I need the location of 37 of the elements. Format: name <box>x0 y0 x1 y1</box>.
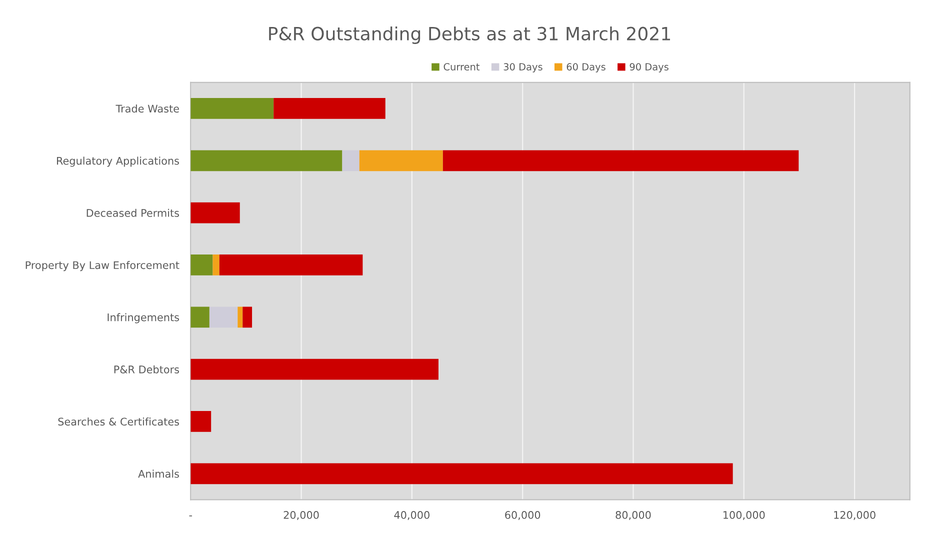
x-tick-label: 40,000 <box>394 511 430 520</box>
y-tick-label: Animals <box>138 470 179 478</box>
x-tick-label: 20,000 <box>284 511 319 520</box>
y-tick-label: Infringements <box>108 313 179 324</box>
y-tick-label: Deceased Permits <box>86 208 179 217</box>
y-tick-label: Searches & Certificates <box>58 418 179 426</box>
x-tick-label: 80,000 <box>616 511 651 520</box>
x-tick-label: 60,000 <box>505 511 540 520</box>
legend-label: Current <box>444 63 480 70</box>
y-tick-label: Trade Waste <box>116 104 179 113</box>
y-tick-label: Regulatory Applications <box>57 156 179 167</box>
bar <box>190 202 240 224</box>
chart-title: P&R Outstanding Debts as at 31 March 2021 <box>269 26 670 44</box>
bar <box>190 358 438 380</box>
bar <box>274 98 386 119</box>
bar <box>212 254 220 276</box>
bar <box>219 254 363 276</box>
bar <box>238 306 243 328</box>
bar <box>190 254 213 276</box>
bar <box>359 150 443 172</box>
bar <box>242 306 252 328</box>
bar <box>342 150 360 172</box>
x-tick-label: 120,000 <box>834 511 876 520</box>
bar <box>209 306 238 328</box>
bar <box>442 150 799 172</box>
legend-label: 90 Days <box>630 63 668 72</box>
x-tick-label: - <box>189 515 192 516</box>
legend-label: 30 Days <box>504 63 542 72</box>
legend-label: 60 Days <box>566 63 606 72</box>
x-tick-label: 100,000 <box>724 511 765 520</box>
bar <box>190 306 210 328</box>
bar <box>190 98 274 119</box>
bar <box>190 463 733 484</box>
bar <box>190 411 212 432</box>
y-tick-label: P&R Debtors <box>114 365 179 374</box>
y-tick-label: Property By Law Enforcement <box>26 261 180 272</box>
bar <box>190 150 342 172</box>
